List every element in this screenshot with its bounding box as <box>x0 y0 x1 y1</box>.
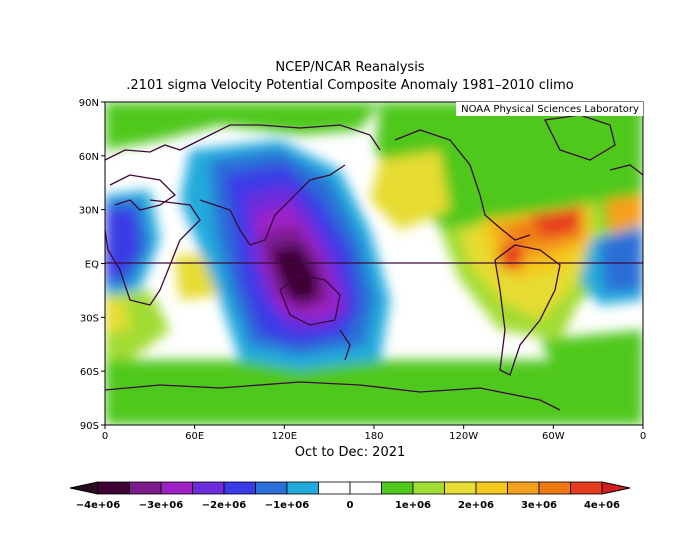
colorbar-swatch <box>412 481 445 495</box>
colorbar-swatch <box>286 481 319 495</box>
colorbar-swatch <box>223 481 256 495</box>
colorbar-left-arrow <box>69 481 99 495</box>
colorbar: −4e+06 −3e+06 −2e+06 −1e+06 0 1e+06 2e+06 3e+06… <box>69 481 631 511</box>
latitude-axis: 90N 60N 30N EQ 30S 60S 90S <box>79 98 105 432</box>
lon-tick-label: 0 <box>640 431 646 442</box>
colorbar-swatch <box>255 481 288 495</box>
chart-subtitle: .2101 sigma Velocity Potential Composite… <box>126 78 574 93</box>
colorbar-label: 4e+06 <box>584 500 620 511</box>
colorbar-swatch <box>349 481 382 495</box>
lat-tick-label: EQ <box>85 260 99 271</box>
lat-tick-label: 30S <box>80 313 99 324</box>
colorbar-right-arrow <box>601 481 631 495</box>
colorbar-label: 0 <box>347 500 354 511</box>
chart-title: NCEP/NCAR Reanalysis <box>275 60 425 75</box>
colorbar-swatch <box>381 481 414 495</box>
credit-box <box>456 102 643 116</box>
longitude-axis: 0 60E 120E 180 120W 60W 0 <box>102 425 646 442</box>
colorbar-label: −1e+06 <box>265 500 309 511</box>
colorbar-label: 3e+06 <box>521 500 557 511</box>
lat-tick-label: 90N <box>79 98 99 109</box>
lat-tick-label: 30N <box>79 206 99 217</box>
colorbar-swatch <box>160 481 193 495</box>
colorbar-swatch <box>538 481 571 495</box>
colorbar-swatch <box>475 481 508 495</box>
lat-tick-label: 60S <box>80 367 99 378</box>
colorbar-swatch <box>318 481 351 495</box>
colorbar-label: 1e+06 <box>395 500 431 511</box>
colorbar-label: −4e+06 <box>76 500 120 511</box>
colorbar-label: −2e+06 <box>202 500 246 511</box>
lon-tick-label: 60W <box>542 431 565 442</box>
colorbar-label: 2e+06 <box>458 500 494 511</box>
lon-tick-label: 180 <box>364 431 383 442</box>
colorbar-swatch <box>444 481 477 495</box>
colorbar-swatch <box>97 481 130 495</box>
colorbar-label: −3e+06 <box>139 500 183 511</box>
colorbar-swatch <box>507 481 540 495</box>
coastlines <box>105 114 643 411</box>
lon-tick-label: 0 <box>102 431 108 442</box>
colorbar-swatch <box>570 481 603 495</box>
credit-label: NOAA Physical Sciences Laboratory <box>461 104 639 115</box>
colorbar-swatch <box>192 481 225 495</box>
colorbar-swatch <box>129 481 162 495</box>
lon-tick-label: 120E <box>272 431 297 442</box>
map-fill <box>105 102 643 425</box>
lat-tick-label: 60N <box>79 152 99 163</box>
anomaly-map: NOAA Physical Sciences Laboratory 90N 60N… <box>79 98 646 442</box>
lat-tick-label: 90S <box>80 421 99 432</box>
lon-tick-label: 60E <box>185 431 204 442</box>
period-label: Oct to Dec: 2021 <box>294 445 406 460</box>
lon-tick-label: 120W <box>449 431 478 442</box>
